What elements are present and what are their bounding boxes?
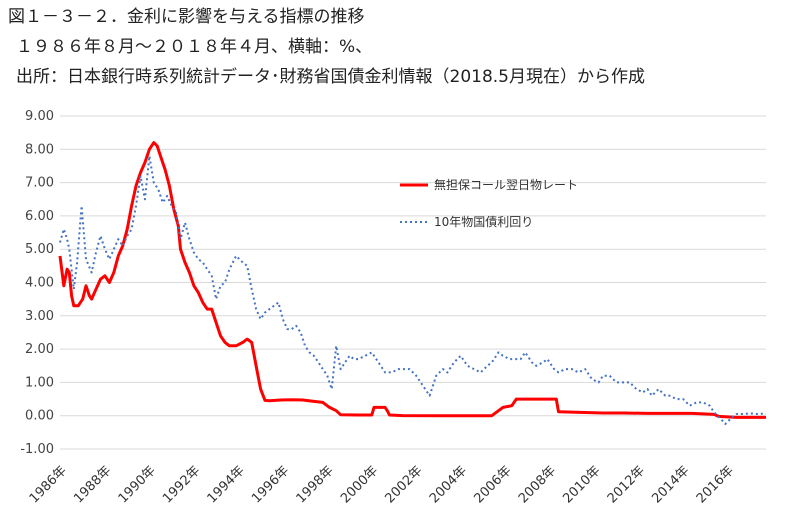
y-tick-label: 3.00: [25, 309, 54, 324]
x-tick-label: 2012年: [605, 463, 648, 506]
y-tick-label: -1.00: [20, 442, 54, 457]
x-tick-label: 2016年: [694, 463, 737, 506]
y-tick-label: 4.00: [25, 276, 54, 291]
y-tick-label: 8.00: [25, 142, 54, 157]
y-tick-label: 9.00: [25, 109, 54, 124]
y-axis-ticks: -1.00 0.00 1.00 2.00 3.00 4.00 5.00 6.00 7.00 8.0…: [20, 109, 54, 457]
series-line-10y-jgb: [59, 155, 767, 425]
y-tick-label: 1.00: [25, 375, 54, 390]
series-lines: [58, 141, 767, 425]
series-line-call-rate: [58, 141, 766, 419]
y-tick-label: 6.00: [25, 209, 54, 224]
chart-title: 図１－３－２．金利に影響を与える指標の推移: [8, 7, 365, 27]
x-tick-label: 1988年: [71, 463, 114, 506]
chart-subtitle-period: １９８６年８月～２０１８年４月、横軸：%、: [16, 37, 373, 57]
x-tick-label: 2004年: [427, 463, 470, 506]
y-tick-label: 2.00: [25, 342, 54, 357]
y-tick-label: 7.00: [25, 176, 54, 191]
x-tick-label: 1986年: [27, 463, 70, 506]
x-tick-label: 1990年: [116, 463, 159, 506]
x-tick-label: 1994年: [205, 463, 248, 506]
y-tick-label: 0.00: [25, 409, 54, 424]
y-tick-label: 5.00: [25, 242, 54, 257]
chart-subtitle-source: 出所：日本銀行時系列統計データ･財務省国債金利情報（2018.5月現在）から作成: [16, 67, 645, 87]
x-tick-label: 2010年: [560, 463, 603, 506]
legend: 無担保コール翌日物レート 10年物国債利回り: [400, 177, 578, 229]
x-tick-label: 1996年: [249, 463, 292, 506]
x-tick-label: 1998年: [294, 463, 337, 506]
x-axis-ticks: 1986年 1988年 1990年 1992年 1994年 1996年 1998年 2000年…: [27, 463, 737, 506]
x-tick-label: 2000年: [338, 463, 381, 506]
legend-label: 10年物国債利回り: [434, 214, 533, 229]
x-tick-label: 2014年: [649, 463, 692, 506]
gridlines: [60, 115, 766, 450]
legend-label: 無担保コール翌日物レート: [434, 177, 578, 192]
x-tick-label: 2008年: [516, 463, 559, 506]
x-tick-label: 2002年: [383, 463, 426, 506]
x-tick-label: 2006年: [471, 463, 514, 506]
x-tick-label: 1992年: [160, 463, 203, 506]
